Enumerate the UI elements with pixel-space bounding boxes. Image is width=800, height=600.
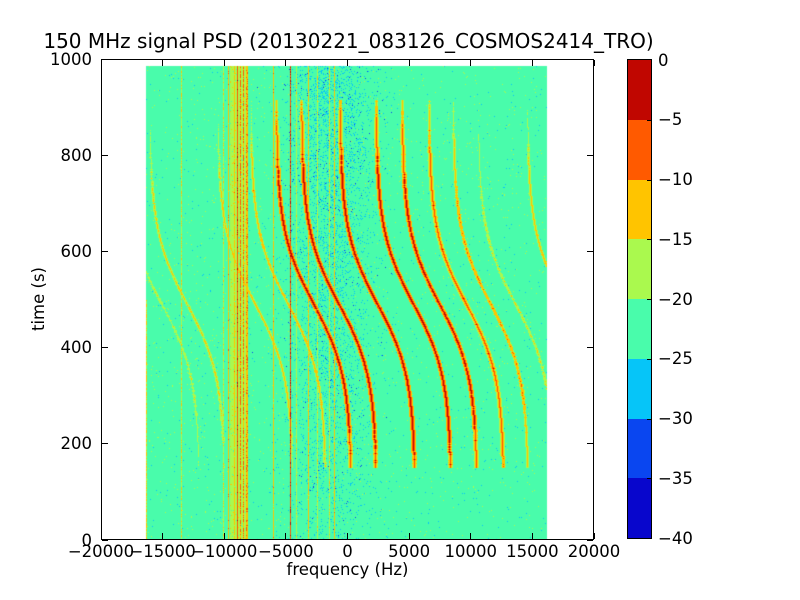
colorbar-tick-mark bbox=[647, 239, 651, 241]
x-axis-label: frequency (Hz) bbox=[286, 560, 409, 579]
y-tick-mark bbox=[102, 539, 108, 541]
y-tick-mark bbox=[587, 539, 593, 541]
colorbar-segment bbox=[628, 119, 651, 180]
x-tick-mark bbox=[347, 533, 348, 539]
y-axis-label: time (s) bbox=[29, 267, 48, 331]
y-tick-mark bbox=[102, 154, 108, 156]
y-tick-mark bbox=[587, 347, 593, 349]
colorbar-tick-label: −20 bbox=[658, 289, 693, 309]
colorbar-tick-mark bbox=[647, 418, 651, 420]
colorbar-segment bbox=[628, 358, 651, 419]
x-tick-mark bbox=[531, 533, 533, 539]
x-tick-label: 20000 bbox=[567, 542, 621, 561]
x-tick-label: −5000 bbox=[257, 542, 314, 561]
y-tick-label: 600 bbox=[60, 241, 93, 261]
plot-title: 150 MHz signal PSD (20130221_083126_COSM… bbox=[43, 29, 654, 53]
x-tick-label: 10000 bbox=[444, 542, 498, 561]
x-tick-mark bbox=[100, 60, 102, 66]
x-tick-mark bbox=[408, 533, 410, 539]
x-tick-mark bbox=[593, 533, 595, 539]
colorbar-tick-mark bbox=[647, 179, 651, 181]
y-tick-mark bbox=[587, 250, 593, 252]
colorbar-tick-label: −10 bbox=[658, 170, 693, 189]
x-tick-mark bbox=[285, 60, 287, 66]
colorbar-segment bbox=[628, 179, 651, 240]
y-tick-label: 800 bbox=[60, 145, 93, 165]
x-tick-mark bbox=[285, 533, 287, 539]
colorbar-segment bbox=[628, 299, 651, 359]
x-tick-label: 0 bbox=[342, 542, 353, 561]
colorbar-segment bbox=[628, 60, 651, 120]
colorbar-tick-label: −25 bbox=[658, 349, 693, 369]
plot-border bbox=[101, 59, 594, 540]
x-tick-mark bbox=[470, 60, 472, 66]
y-tick-mark bbox=[102, 250, 108, 252]
y-tick-label: 200 bbox=[60, 434, 93, 454]
colorbar-tick-label: −30 bbox=[658, 409, 693, 428]
x-tick-mark bbox=[162, 60, 164, 66]
x-tick-mark bbox=[470, 533, 472, 539]
x-tick-mark bbox=[531, 60, 533, 66]
colorbar-segment bbox=[628, 239, 651, 299]
colorbar-tick-label: 0 bbox=[658, 50, 669, 70]
x-tick-mark bbox=[223, 533, 225, 539]
x-tick-mark bbox=[347, 60, 348, 66]
x-tick-mark bbox=[408, 60, 410, 66]
y-tick-mark bbox=[587, 443, 593, 445]
colorbar-tick-label: −15 bbox=[658, 229, 693, 249]
heatmap-canvas bbox=[101, 59, 594, 540]
colorbar-tick-mark bbox=[647, 119, 651, 121]
y-tick-label: 400 bbox=[60, 338, 93, 358]
x-tick-label: −15000 bbox=[129, 542, 196, 561]
colorbar bbox=[627, 59, 652, 539]
x-tick-mark bbox=[223, 60, 225, 66]
x-tick-mark bbox=[162, 533, 164, 539]
colorbar-tick-mark bbox=[647, 299, 651, 300]
x-tick-label: 15000 bbox=[506, 542, 559, 561]
colorbar-tick-label: −40 bbox=[658, 528, 693, 548]
colorbar-tick-mark bbox=[647, 478, 651, 480]
y-tick-label: 0 bbox=[81, 530, 93, 550]
y-tick-mark bbox=[587, 58, 593, 60]
x-tick-label: 5000 bbox=[388, 542, 431, 561]
colorbar-segment bbox=[628, 418, 651, 479]
colorbar-tick-label: −5 bbox=[658, 110, 683, 130]
colorbar-tick-mark bbox=[647, 358, 651, 360]
y-tick-mark bbox=[102, 58, 108, 60]
y-tick-mark bbox=[102, 443, 108, 445]
x-tick-label: −20000 bbox=[67, 542, 135, 561]
colorbar-segment bbox=[628, 478, 651, 538]
y-tick-mark bbox=[102, 347, 108, 349]
x-tick-label: −10000 bbox=[191, 542, 258, 561]
x-tick-mark bbox=[593, 60, 595, 66]
y-tick-mark bbox=[587, 154, 593, 156]
x-tick-mark bbox=[100, 533, 102, 539]
y-tick-label: 1000 bbox=[50, 49, 92, 69]
colorbar-tick-label: −35 bbox=[658, 468, 693, 488]
